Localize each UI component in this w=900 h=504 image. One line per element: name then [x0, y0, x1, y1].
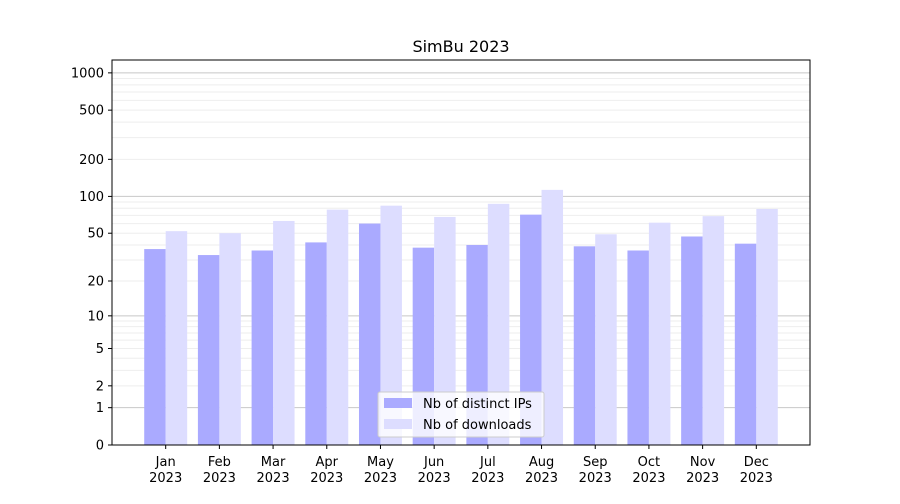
y-axis: 0 1 2 5 10 20 50 100 200 500 1000: [71, 66, 112, 454]
x-tick-label: May 2023: [364, 455, 397, 486]
x-tick-label: Jun 2023: [418, 455, 451, 486]
y-tick-label: 200: [79, 153, 104, 168]
x-tick-label: Jul 2023: [471, 455, 504, 486]
x-tick-label: Dec 2023: [740, 455, 773, 486]
y-tick-label: 10: [87, 309, 104, 324]
bar-ips: [520, 214, 542, 445]
x-tick-label: Nov 2023: [686, 455, 719, 486]
bar-downloads: [273, 220, 295, 445]
bar-ips: [734, 243, 757, 445]
x-tick-label: Oct 2023: [632, 455, 665, 486]
bar-downloads: [326, 209, 349, 445]
bar-ips: [681, 236, 703, 445]
y-tick-label: 5: [96, 342, 104, 357]
bar-downloads: [380, 205, 402, 445]
y-tick-label: 1: [96, 401, 104, 416]
x-tick-label: Apr 2023: [310, 455, 343, 486]
legend-label-ips: Nb of distinct IPs: [423, 397, 532, 412]
bar-downloads: [756, 208, 778, 445]
bar-ips: [305, 242, 327, 445]
x-tick-label: Mar 2023: [257, 455, 290, 486]
bar-ips: [197, 255, 220, 445]
x-axis: Jan 2023 Feb 2023 Mar 2023 Apr 2023 May 2023 Jun 20…: [149, 445, 773, 486]
legend-swatch-ips: [384, 398, 412, 408]
y-tick-label: 2: [96, 379, 104, 394]
bar-downloads: [219, 233, 241, 445]
bar-ips: [358, 223, 381, 445]
chart-title: SimBu 2023: [412, 37, 509, 56]
bar-ips: [573, 246, 596, 445]
plot-frame: [111, 59, 811, 446]
x-tick-label: Aug 2023: [525, 455, 558, 486]
bar-downloads: [165, 231, 188, 445]
y-tick-label: 500: [79, 104, 104, 119]
x-tick-label: Jan 2023: [149, 455, 182, 486]
legend: Nb of distinct IPs Nb of downloads: [377, 391, 545, 438]
y-tick-label: 1000: [71, 66, 104, 81]
legend-label-downloads: Nb of downloads: [423, 418, 532, 433]
bar-downloads: [595, 234, 617, 445]
bar-downloads: [434, 216, 456, 445]
bar-ips: [251, 250, 274, 445]
bar-downloads: [702, 216, 725, 445]
bar-ips: [144, 249, 166, 445]
bar-downloads: [648, 222, 671, 445]
bar-ips: [627, 250, 649, 445]
y-tick-label: 100: [79, 190, 104, 205]
y-tick-label: 50: [87, 227, 104, 242]
x-tick-label: Feb 2023: [203, 455, 236, 486]
bar-downloads: [541, 189, 564, 445]
bar-downloads: [487, 203, 510, 445]
y-tick-label: 20: [87, 275, 104, 290]
legend-swatch-downloads: [384, 419, 412, 429]
legend-box: [377, 391, 545, 438]
x-tick-label: Sep 2023: [579, 455, 612, 486]
y-tick-label: 0: [96, 439, 104, 454]
